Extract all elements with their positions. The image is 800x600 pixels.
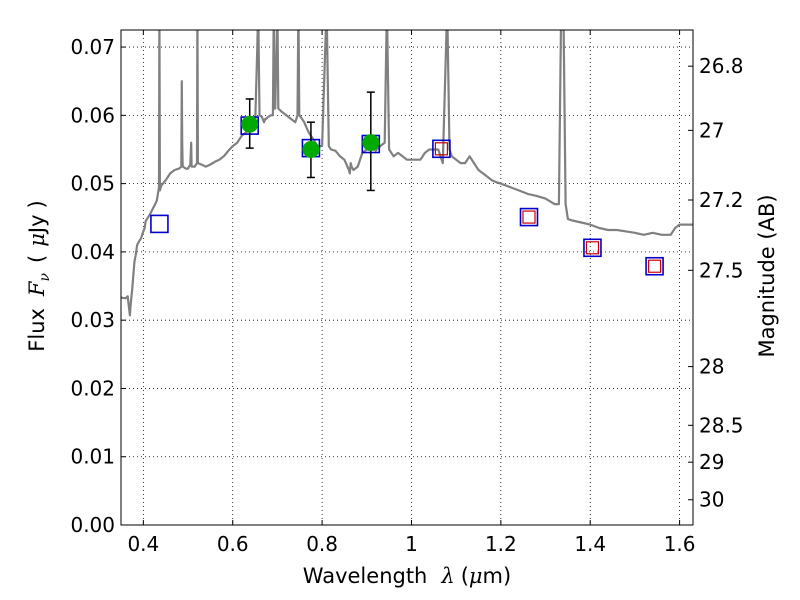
predicted-flux-square: [519, 207, 539, 227]
x-axis-unit-open: (: [461, 564, 469, 588]
y-axis-unit-mu: μ: [25, 233, 49, 247]
series-layer: [121, 30, 693, 317]
predicted-flux-square: [583, 238, 602, 258]
predicted-flux-square: [645, 256, 664, 276]
predicted-flux-inner-square: [522, 210, 536, 224]
predicted-flux-square: [432, 139, 451, 159]
y-axis-label-text: Flux: [25, 308, 49, 352]
y-tick-label: 0.02: [70, 376, 115, 400]
plot-frame: [120, 29, 694, 526]
x-tick-label: 1: [405, 532, 418, 556]
x-tick-label: 1.4: [574, 532, 606, 556]
x-axis-symbol: λ: [440, 564, 454, 588]
grid-lines: [121, 30, 693, 525]
y2-tick-label: 28: [699, 355, 724, 379]
observed-flux-point: [241, 115, 259, 133]
x-tick-label: 0.6: [217, 532, 249, 556]
y-tick-label: 0.04: [70, 240, 115, 264]
observed-flux-point: [302, 140, 320, 158]
x-axis-label-text: Wavelength: [303, 564, 428, 588]
ticks-layer: 0.4 0.6 0.8 1 1.2 1.4 1.6 0.00 0.01 0.02 0.03 0.04 0…: [70, 30, 744, 556]
y-axis-label: Flux Fν ( μJy): [25, 200, 53, 351]
x-tick-label: 1.6: [664, 532, 696, 556]
x-axis-unit-rest: m): [483, 564, 512, 588]
predicted-flux-inner-square: [434, 142, 449, 156]
x-tick-label: 1.2: [485, 532, 517, 556]
x-tick-label: 0.4: [127, 532, 159, 556]
y2-tick-label: 27.2: [699, 188, 744, 212]
y2-tick-label: 29: [699, 450, 724, 474]
y-tick-label: 0.00: [70, 513, 115, 537]
y-tick-label: 0.05: [70, 172, 115, 196]
y2-tick-label: 28.5: [699, 413, 744, 437]
y-tick-label: 0.01: [70, 445, 115, 469]
predicted-flux-inner-square: [647, 259, 662, 273]
points-layer: [150, 91, 664, 276]
y2-tick-label: 30: [699, 488, 724, 512]
y2-tick-label: 26.8: [699, 54, 744, 78]
x-axis-unit-mu: μ: [469, 564, 483, 588]
y2-tick-label: 27.5: [699, 258, 744, 282]
y-axis-symbol: F: [25, 280, 49, 297]
y-axis-unit-close: ): [25, 200, 49, 208]
model-flux-square: [150, 214, 169, 234]
x-axis-label: Wavelength λ (μm): [303, 564, 511, 588]
y2-axis-label: Magnitude (AB): [755, 194, 779, 357]
y-tick-label: 0.06: [70, 103, 115, 127]
y-axis-subscript: ν: [37, 272, 53, 281]
y-axis-unit-open: (: [25, 255, 49, 263]
sed-model-line: [121, 30, 693, 317]
y-axis-unit-rest: Jy: [25, 214, 49, 235]
y-tick-label: 0.07: [70, 35, 115, 59]
x-tick-label: 0.8: [306, 532, 338, 556]
y2-tick-label: 27: [699, 118, 724, 142]
y-tick-label: 0.03: [70, 308, 115, 332]
observed-flux-point: [362, 134, 380, 152]
predicted-flux-inner-square: [585, 241, 600, 255]
